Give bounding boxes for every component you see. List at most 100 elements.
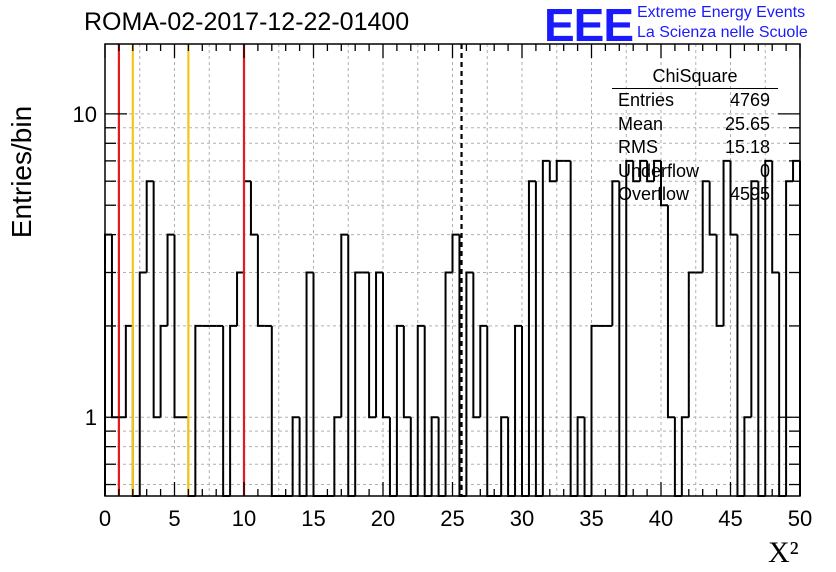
stats-value: 4595 [729,184,770,204]
stats-key: Underflow [618,160,700,181]
histogram-bin [569,160,578,497]
histogram-bin [736,234,745,497]
histogram-bin [555,159,564,182]
stats-title: ChiSquare [612,64,778,89]
histogram-bin [500,416,509,496]
histogram-bin [166,233,175,326]
histogram-bin [757,181,766,497]
x-tick-label: 20 [371,506,395,531]
histogram-bin [611,180,620,326]
x-tick-label: 50 [788,506,812,531]
logo-line-1: Extreme Energy Events [637,4,806,21]
histogram-bin [701,180,710,273]
histogram-bin [660,160,668,207]
histogram-bin [194,324,203,496]
histogram-bin [382,272,390,419]
stats-row-underflow: Underflow 0 [612,160,778,184]
histogram-bin [639,159,648,182]
histogram-bin [333,416,342,496]
logo-line-2: La Scienza nelle Scuole [637,24,808,41]
histogram-bin [778,272,787,497]
histogram-bin [687,271,696,418]
histogram-bin [256,234,265,327]
y-tick-label: 1 [85,405,97,430]
stats-row-overflow: Overflow 4595 [612,183,778,207]
x-axis-ticks: 0 5 10 15 20 25 30 35 40 45 50 [99,44,812,531]
histogram-bin [423,325,432,497]
histogram-bin [548,160,557,183]
histogram-bin [375,271,383,418]
histogram-bin [229,324,238,496]
histogram-bin [785,180,794,496]
histogram-bin [145,180,154,273]
histogram-bin [416,324,425,496]
y-axis-label-wrap: Entries/bin [2,106,42,238]
x-axis-label: X² [768,536,799,569]
histogram-bin [222,325,231,497]
x-tick-label: 5 [168,506,180,531]
stats-value: 0 [759,160,770,181]
histogram-bin [368,272,377,419]
histogram-bin [124,324,133,418]
histogram-bin [534,181,543,497]
histogram-bin [305,271,314,496]
histogram-bin [291,416,300,496]
histogram-bin [514,324,522,496]
histogram-bin [653,159,661,182]
histogram-bin [402,325,411,419]
histogram-bin [722,159,731,326]
histogram-bin [771,160,780,274]
histogram-bin [312,272,321,497]
histogram-bin [521,325,529,497]
histogram-bin [472,272,481,419]
stats-key: RMS [618,137,658,157]
histogram-bin [527,180,536,496]
histogram-bin [430,416,439,496]
y-axis-label: Entries/bin [6,105,37,239]
eee-logo-mark: EEE [544,0,634,51]
histogram-bin [479,324,488,418]
stats-box: ChiSquare Entries 4769 Mean 25.65 RMS 15… [612,64,778,207]
histogram-bin [743,416,752,496]
histogram-bin [249,181,258,236]
histogram-bin [666,205,675,419]
histogram-bin [270,325,279,497]
histogram-bin [625,159,634,496]
histogram-bin [646,160,655,183]
histogram-bin [465,271,474,496]
histogram-bin [680,416,689,496]
histogram-bin [792,159,800,182]
histogram-bin [541,159,550,496]
histogram-bin [152,181,161,419]
histogram-bin [173,234,182,419]
stats-row-entries: Entries 4769 [612,89,778,113]
x-tick-label: 30 [510,506,534,531]
histogram-bin [708,181,717,236]
marker-lines [117,44,463,496]
histogram-bin [395,324,404,496]
stats-row-rms: RMS 15.18 [612,136,778,160]
histogram-bin [729,160,738,236]
histogram-bin [764,159,773,496]
histogram-bin [347,234,356,497]
x-tick-label: 40 [649,506,673,531]
histogram-bin [138,271,147,496]
chart-title: ROMA-02-2017-12-22-01400 [84,8,410,36]
histogram-bin [618,181,627,497]
x-tick-label: 35 [579,506,603,531]
stats-row-mean: Mean 25.65 [612,113,778,137]
y-tick-label: 10 [73,102,97,127]
x-tick-label: 15 [301,506,325,531]
histogram-bin [444,271,453,496]
histogram-bin [576,416,585,496]
y-axis-ticks: 1 10 [73,102,800,486]
histogram-bin [159,324,168,418]
histogram-bin [486,325,495,497]
histogram-bin [354,271,363,496]
stats-key: Mean [618,113,664,134]
stats-key: Overflow [618,184,690,204]
histogram-bin [340,233,349,418]
stats-value: 25.65 [724,113,770,134]
histogram-bin [632,160,641,183]
